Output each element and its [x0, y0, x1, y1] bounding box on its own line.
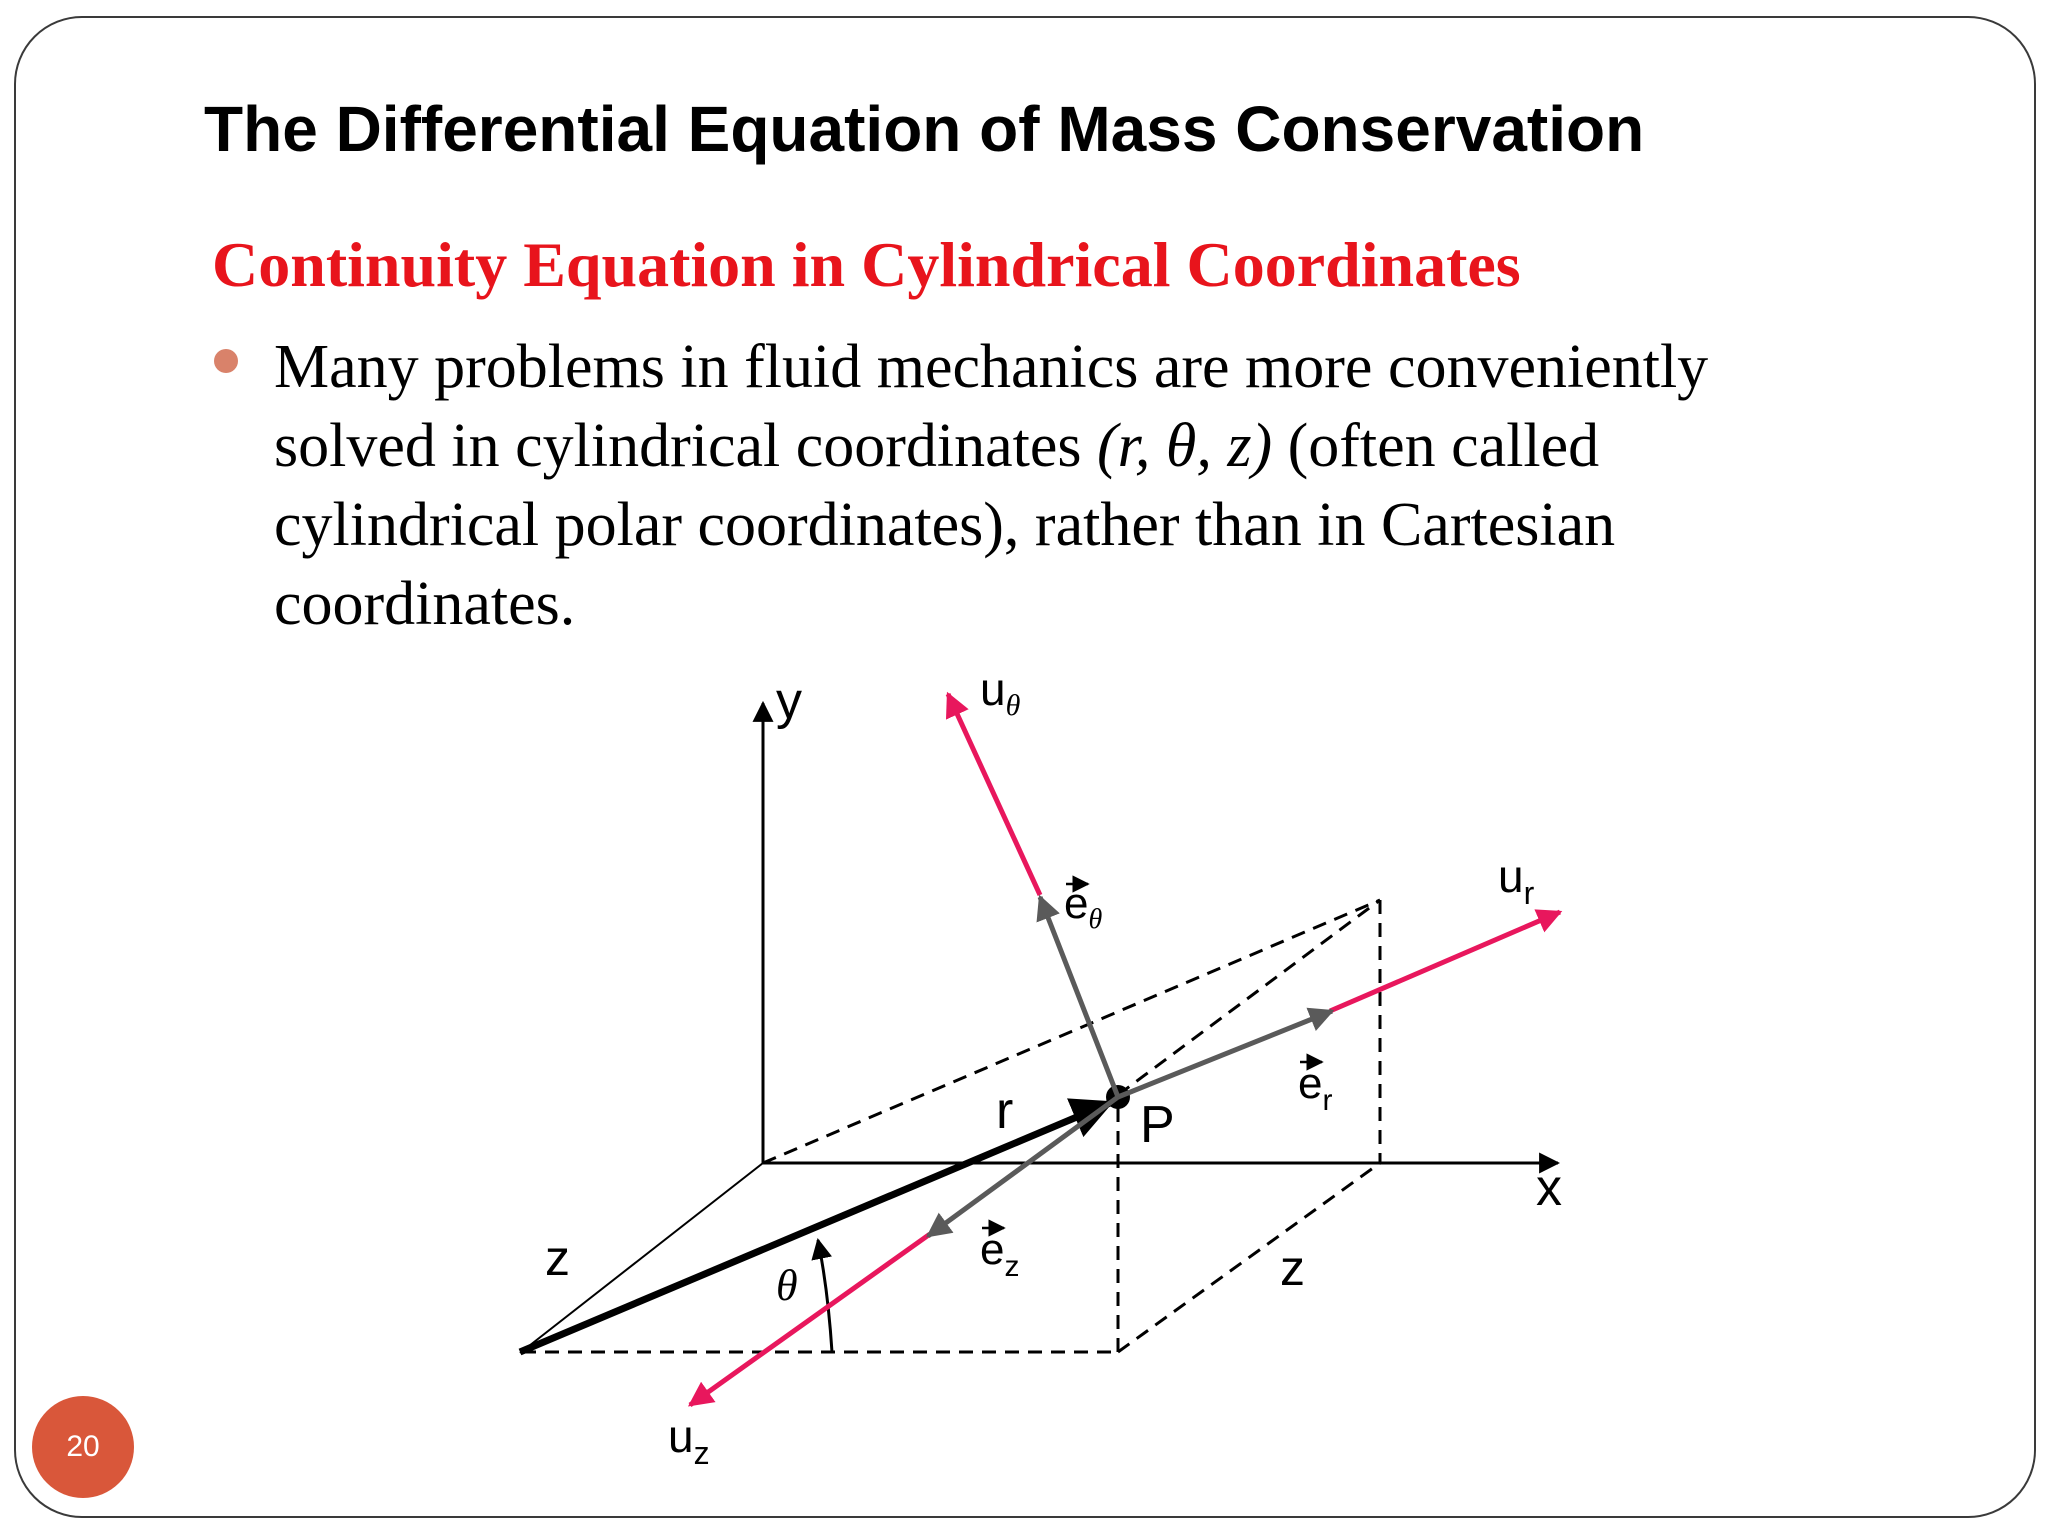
slide-frame — [14, 16, 2036, 1518]
z-axis-label: z — [545, 1230, 570, 1286]
r-label: r — [996, 1082, 1013, 1140]
bullet-dot-icon — [214, 349, 238, 373]
u-z-vector — [687, 1231, 932, 1408]
e-z-label: ez — [980, 1225, 1019, 1283]
u-theta-vector — [945, 691, 1043, 897]
point-p-label: P — [1140, 1096, 1175, 1154]
e-r-label: er — [1298, 1059, 1332, 1117]
z-depth-label: z — [1280, 1240, 1305, 1296]
page-number-badge: 20 — [32, 1396, 134, 1498]
r-vector — [518, 1098, 1114, 1356]
bullet-line-3: cylindrical polar coordinates), rather t… — [274, 491, 1616, 559]
theta-arrow — [811, 1237, 834, 1353]
e-theta-vector — [1036, 894, 1121, 1098]
z-axis — [519, 1162, 764, 1354]
e-theta-label: eθ — [1064, 879, 1102, 935]
slide-title: The Differential Equation of Mass Conser… — [204, 93, 1645, 165]
u-theta-label: uθ — [980, 663, 1021, 722]
slide-subtitle: Continuity Equation in Cylindrical Coord… — [212, 229, 1521, 300]
bullet-line-1: Many problems in fluid mechanics are mor… — [274, 333, 1709, 401]
u-z-label: uz — [668, 1410, 710, 1471]
bullet-line-2-b: (often called — [1272, 412, 1600, 480]
bullet-line-2-a: solved in cylindrical coordinates — [274, 412, 1097, 480]
bullet-line-4: coordinates. — [274, 570, 576, 638]
bullet-coords-italic: (r, θ, z) — [1096, 412, 1273, 480]
bullet-paragraph: Many problems in fluid mechanics are mor… — [274, 328, 1834, 644]
e-z-vector — [925, 1094, 1120, 1239]
theta-label: θ — [776, 1261, 798, 1310]
bullet-line-2: solved in cylindrical coordinates (r, θ,… — [274, 407, 1834, 486]
u-r-vector — [1329, 909, 1563, 1014]
dashed-construction-lines — [522, 898, 1382, 1354]
e-r-vector — [1117, 1007, 1335, 1100]
x-axis-label: x — [1536, 1159, 1562, 1217]
y-axis-label: y — [776, 672, 802, 730]
u-r-label: ur — [1498, 850, 1535, 911]
